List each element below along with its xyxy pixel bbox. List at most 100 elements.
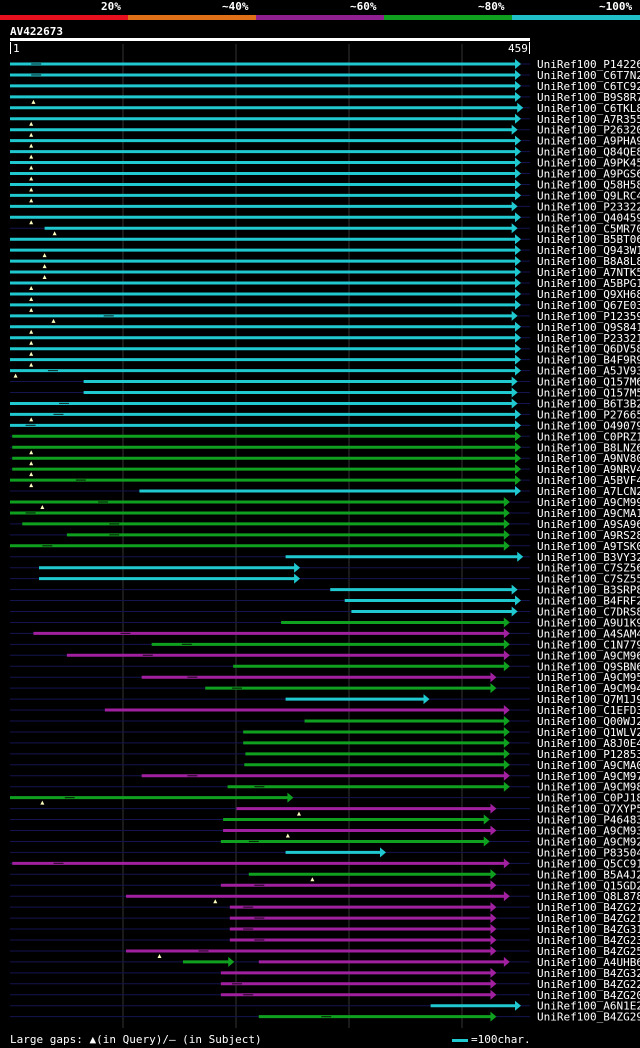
- hit-end-arrow: [503, 518, 510, 529]
- hit-end-arrow: [515, 420, 521, 431]
- hit-name: UniRef100_P26320: [537, 124, 640, 137]
- hit-name: UniRef100_B4ZG32: [537, 967, 640, 980]
- legend-swatch: [0, 15, 128, 20]
- identity-legend: 20% ~40% ~60% ~80% ~100%: [0, 0, 640, 22]
- hit-name: UniRef100_B4F9R9: [537, 354, 640, 367]
- hit-end-arrow: [515, 146, 521, 157]
- hit-end-arrow: [515, 256, 521, 267]
- hit-name: UniRef100_Q5CC91: [537, 857, 640, 870]
- hit-name: UniRef100_B4FRF2: [537, 595, 640, 608]
- hit-name: UniRef100_P14226: [537, 58, 640, 71]
- hit-name: UniRef100_B3VY32: [537, 551, 640, 564]
- hit-end-arrow: [490, 967, 497, 978]
- hit-end-arrow: [515, 365, 521, 376]
- hit-name: UniRef100_B4ZG20: [537, 989, 640, 1002]
- legend-label: ~40%: [222, 0, 249, 13]
- hit-name: UniRef100_A7NTK5: [537, 266, 640, 279]
- hit-name: UniRef100_A9PGS6: [537, 168, 640, 181]
- ruler-end-label: 459: [508, 42, 528, 55]
- hit-end-arrow: [228, 956, 235, 967]
- hit-name: UniRef100_A9SA96: [537, 518, 640, 531]
- hit-name: UniRef100_Q9XH68: [537, 288, 640, 301]
- ruler-start-tick: [10, 42, 11, 54]
- hit-end-arrow: [515, 442, 521, 453]
- hit-name: UniRef100_Q00WJ2: [537, 715, 640, 728]
- hit-end-arrow: [515, 234, 521, 245]
- query-gap-triangle: [51, 318, 56, 323]
- hit-end-arrow: [515, 299, 521, 310]
- query-gap-triangle: [29, 187, 34, 192]
- hit-end-arrow: [490, 924, 497, 935]
- hit-name: UniRef100_P12359: [537, 310, 640, 323]
- query-gap-triangle: [29, 165, 34, 170]
- hit-name: UniRef100_A9RS28: [537, 529, 640, 542]
- hit-name: UniRef100_A7R355: [537, 113, 640, 126]
- query-gap-triangle: [29, 450, 34, 455]
- hit-name: UniRef100_B4ZG27: [537, 901, 640, 914]
- hit-end-arrow: [511, 584, 518, 595]
- hit-end-arrow: [515, 80, 521, 91]
- hit-end-arrow: [515, 453, 521, 464]
- hit-name: UniRef100_P46483: [537, 814, 640, 827]
- hit-end-arrow: [503, 661, 510, 672]
- hit-name: UniRef100_A9CMA0: [537, 759, 640, 772]
- hit-name: UniRef100_Q9LRC4: [537, 189, 640, 202]
- hit-name: UniRef100_C1EFD3: [537, 704, 640, 717]
- hit-name: UniRef100_Q9S841: [537, 321, 640, 334]
- hit-name: UniRef100_C1N779: [537, 638, 640, 651]
- hit-end-arrow: [423, 694, 430, 705]
- hit-name: UniRef100_P12853: [537, 748, 640, 761]
- hit-name: UniRef100_A9CM95: [537, 671, 640, 684]
- hit-end-arrow: [515, 354, 521, 365]
- hit-end-arrow: [490, 989, 497, 1000]
- query-gap-triangle: [29, 143, 34, 148]
- hit-name: UniRef100_B6T3B2: [537, 397, 640, 410]
- query-gap-triangle: [29, 351, 34, 356]
- hit-name: UniRef100_Q9SBN6: [537, 660, 640, 673]
- hit-end-arrow: [517, 551, 524, 562]
- hit-end-arrow: [503, 650, 510, 661]
- hit-end-arrow: [503, 628, 510, 639]
- hit-name: UniRef100_A9CM97: [537, 770, 640, 783]
- hit-name: UniRef100_Q58H58: [537, 178, 640, 191]
- hit-name: UniRef100_B4ZG29: [537, 1011, 640, 1024]
- query-gap-triangle: [29, 340, 34, 345]
- legend-label: ~100%: [599, 0, 633, 13]
- hit-end-arrow: [490, 935, 497, 945]
- hit-name: UniRef100_A4UHB6: [537, 956, 640, 969]
- hit-name: UniRef100_A8J0E4: [537, 737, 640, 750]
- hit-name: UniRef100_Q15GD2: [537, 879, 640, 892]
- hit-name: UniRef100_B3SRP8: [537, 584, 640, 597]
- hit-end-arrow: [517, 102, 524, 113]
- hit-name: UniRef100_C6T7N2: [537, 69, 640, 82]
- legend-label: 20%: [101, 0, 121, 13]
- query-gap-triangle: [42, 253, 47, 258]
- hit-end-arrow: [294, 562, 301, 573]
- hit-end-arrow: [511, 310, 518, 321]
- hit-end-arrow: [503, 540, 510, 551]
- query-gap-triangle: [40, 800, 45, 805]
- query-gap-triangle: [29, 296, 34, 301]
- hit-end-arrow: [515, 157, 521, 168]
- hit-end-arrow: [511, 376, 518, 387]
- query-gap-triangle: [29, 220, 34, 225]
- query-gap-triangle: [29, 132, 34, 137]
- hit-name: UniRef100_Q1WLV2: [537, 726, 640, 739]
- hit-end-arrow: [503, 726, 510, 737]
- hit-name: UniRef100_A9CM92: [537, 835, 640, 848]
- hit-end-arrow: [503, 639, 510, 650]
- query-gap-triangle: [29, 198, 34, 203]
- hit-end-arrow: [490, 945, 497, 956]
- hit-end-arrow: [503, 617, 510, 628]
- legend-swatch: [512, 15, 640, 20]
- hit-end-arrow: [515, 59, 521, 69]
- hit-end-arrow: [503, 705, 510, 716]
- hit-name: UniRef100_C7DRS8: [537, 606, 640, 619]
- hit-end-arrow: [515, 1000, 521, 1011]
- hit-name: UniRef100_A9CM93: [537, 825, 640, 838]
- hit-end-arrow: [511, 201, 518, 212]
- hit-name: UniRef100_A9PHA9: [537, 135, 640, 148]
- query-gap-triangle: [52, 231, 57, 236]
- hit-name: UniRef100_A5JV93: [537, 365, 640, 378]
- query-gap-triangle: [42, 275, 47, 280]
